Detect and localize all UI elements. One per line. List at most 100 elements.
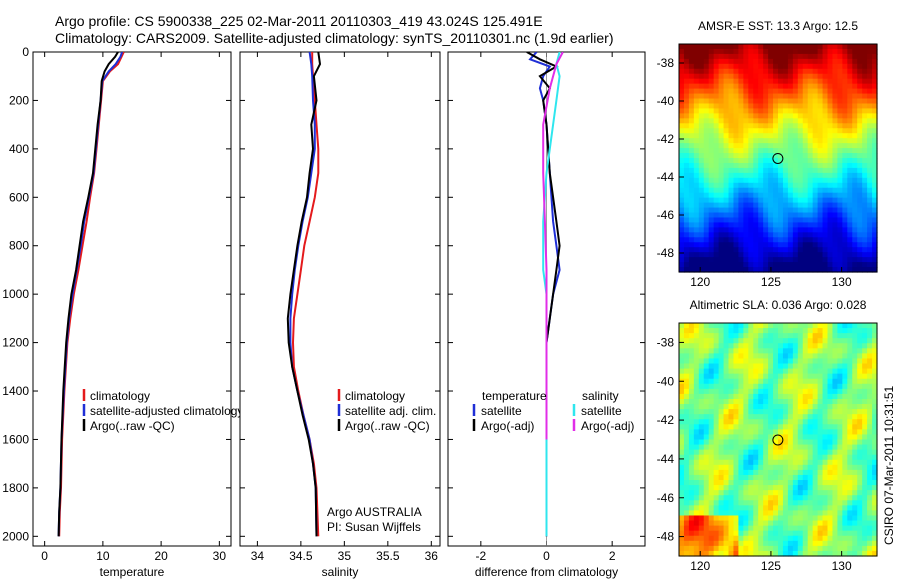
heatmap-cell xyxy=(743,143,749,149)
heatmap-cell xyxy=(837,480,843,486)
heatmap-cell xyxy=(708,83,715,90)
heatmap-cell xyxy=(753,212,759,219)
heatmap-cell xyxy=(817,323,824,329)
heatmap-cell xyxy=(733,525,739,532)
heatmap-cell xyxy=(792,343,799,349)
heatmap-cell xyxy=(817,469,824,476)
heatmap-cell xyxy=(822,83,829,90)
heatmap-cell xyxy=(728,247,735,253)
heatmap-cell xyxy=(862,44,868,50)
heatmap-cell xyxy=(787,78,794,85)
heatmap-cell xyxy=(713,434,720,441)
heatmap-cell xyxy=(842,187,848,194)
heatmap-cell xyxy=(857,323,863,329)
heatmap-cell xyxy=(763,172,769,179)
heatmap-cell xyxy=(822,113,829,119)
heatmap-cell xyxy=(807,429,814,436)
heatmap-cell xyxy=(827,500,834,506)
heatmap-cell xyxy=(753,202,759,209)
heatmap-cell xyxy=(862,510,868,517)
heatmap-cell xyxy=(703,429,710,436)
heatmap-cell xyxy=(847,247,853,253)
heatmap-cell xyxy=(758,148,764,154)
heatmap-cell xyxy=(688,98,695,105)
heatmap-cell xyxy=(837,133,843,139)
heatmap-cell xyxy=(832,123,838,129)
heatmap-cell xyxy=(708,540,715,547)
heatmap-cell xyxy=(842,419,848,425)
heatmap-cell xyxy=(728,192,735,199)
heatmap-cell xyxy=(683,192,690,199)
heatmap-cell xyxy=(708,252,715,258)
heatmap-cell xyxy=(763,429,769,436)
heatmap-cell xyxy=(832,217,838,224)
heatmap-cell xyxy=(857,257,863,263)
heatmap-cell xyxy=(733,93,739,100)
y-tick-label: -48 xyxy=(657,246,675,260)
heatmap-cell xyxy=(698,78,705,85)
heatmap-cell xyxy=(763,469,769,476)
heatmap-cell xyxy=(763,73,769,80)
heatmap-cell xyxy=(688,128,695,134)
heatmap-cell xyxy=(862,98,868,105)
heatmap-cell xyxy=(812,73,819,80)
heatmap-cell xyxy=(708,222,715,228)
heatmap-cell xyxy=(822,267,829,273)
heatmap-cell xyxy=(807,368,814,375)
heatmap-cell xyxy=(773,262,779,268)
heatmap-cell xyxy=(688,68,695,75)
heatmap-cell xyxy=(698,353,705,360)
x-tick-label: 0 xyxy=(543,549,550,563)
heatmap-cell xyxy=(718,182,725,189)
heatmap-cell xyxy=(812,368,819,375)
heatmap-cell xyxy=(817,398,824,405)
heatmap-cell xyxy=(758,257,764,263)
heatmap-cell xyxy=(703,128,710,134)
heatmap-cell xyxy=(832,53,838,60)
heatmap-cell xyxy=(832,393,838,400)
heatmap-cell xyxy=(802,172,809,179)
heatmap-cell xyxy=(787,414,794,420)
heatmap-cell xyxy=(812,103,819,110)
heatmap-cell xyxy=(758,353,764,360)
heatmap-cell xyxy=(812,167,819,174)
heatmap-cell xyxy=(832,257,838,263)
heatmap-cell xyxy=(842,44,848,50)
heatmap-cell xyxy=(802,540,809,547)
heatmap-cell xyxy=(802,212,809,219)
heatmap-cell xyxy=(733,424,739,430)
heatmap-cell xyxy=(822,535,829,542)
heatmap-cell xyxy=(872,424,878,430)
heatmap-cell xyxy=(778,439,784,446)
heatmap-cell xyxy=(847,398,853,405)
heatmap-cell xyxy=(728,414,735,420)
heatmap-cell xyxy=(778,187,784,194)
heatmap-cell xyxy=(797,409,804,415)
heatmap-cell xyxy=(763,167,769,174)
heatmap-cell xyxy=(807,73,814,80)
heatmap-cell xyxy=(703,138,710,144)
heatmap-cell xyxy=(718,207,725,214)
heatmap-cell xyxy=(778,167,784,174)
heatmap-cell xyxy=(713,510,720,517)
heatmap-cell xyxy=(872,490,878,496)
heatmap-cell xyxy=(748,138,754,144)
heatmap-cell xyxy=(812,530,819,537)
heatmap-cell xyxy=(718,143,725,149)
heatmap-cell xyxy=(758,333,764,339)
heatmap-cell xyxy=(758,378,764,385)
heatmap-cell xyxy=(733,153,739,159)
heatmap-cell xyxy=(728,103,735,110)
heatmap-cell xyxy=(713,128,720,134)
heatmap-cell xyxy=(753,227,759,233)
heatmap-cell xyxy=(703,48,710,55)
heatmap-cell xyxy=(753,424,759,430)
heatmap-cell xyxy=(797,153,804,159)
legend-label: Argo(..raw -QC) xyxy=(90,419,175,433)
heatmap-cell xyxy=(857,133,863,139)
heatmap-cell xyxy=(733,267,739,273)
y-tick-label: 0 xyxy=(22,45,29,59)
heatmap-cell xyxy=(792,429,799,436)
heatmap-cell xyxy=(703,444,710,451)
heatmap-cell xyxy=(683,187,690,194)
